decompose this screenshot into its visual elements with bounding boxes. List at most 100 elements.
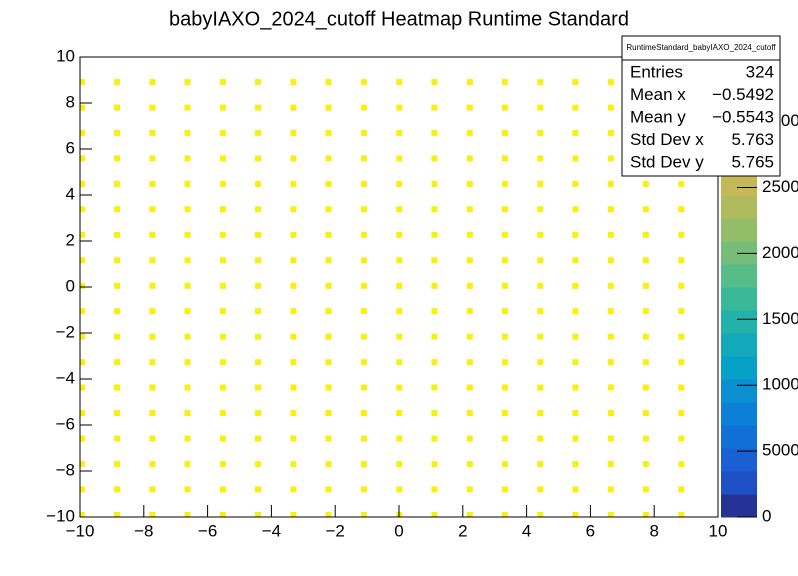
heat-cell bbox=[607, 359, 614, 366]
heat-cell bbox=[290, 308, 297, 315]
heat-cell bbox=[80, 231, 85, 238]
heat-cell bbox=[466, 104, 473, 111]
palette-band bbox=[721, 310, 757, 334]
heat-cell bbox=[678, 384, 685, 391]
x-tick-label: 6 bbox=[586, 521, 595, 540]
heat-cell bbox=[466, 129, 473, 136]
heat-cell bbox=[642, 206, 649, 213]
heat-cell bbox=[114, 206, 121, 213]
heat-cell bbox=[360, 257, 367, 264]
z-tick-label: 5000 bbox=[762, 441, 798, 460]
heat-cell bbox=[396, 79, 403, 86]
heat-cell bbox=[360, 359, 367, 366]
heat-cell bbox=[325, 384, 332, 391]
y-tick-label: −4 bbox=[56, 368, 75, 387]
heat-cell bbox=[80, 435, 85, 442]
heat-cell bbox=[572, 257, 579, 264]
heat-cell bbox=[501, 79, 508, 86]
heat-cell bbox=[80, 129, 85, 136]
palette-band bbox=[721, 356, 757, 380]
heat-cell bbox=[431, 308, 438, 315]
heat-cell bbox=[114, 410, 121, 417]
heat-cell bbox=[149, 155, 156, 162]
heat-cell bbox=[184, 435, 191, 442]
stats-value: 5.765 bbox=[731, 152, 774, 171]
stats-value: 5.763 bbox=[731, 130, 774, 149]
stats-label: Mean x bbox=[630, 85, 686, 104]
heat-cell bbox=[466, 308, 473, 315]
heat-cell bbox=[501, 435, 508, 442]
z-tick-label: 20000 bbox=[762, 243, 798, 262]
heat-cell bbox=[607, 129, 614, 136]
heat-cell bbox=[466, 231, 473, 238]
heat-cell bbox=[184, 461, 191, 468]
heat-cell bbox=[501, 257, 508, 264]
heat-cell bbox=[290, 155, 297, 162]
heat-cell bbox=[466, 511, 473, 517]
heat-cell bbox=[431, 461, 438, 468]
heat-cell bbox=[431, 410, 438, 417]
heat-cell bbox=[360, 410, 367, 417]
heat-cell bbox=[184, 308, 191, 315]
heat-cell bbox=[466, 79, 473, 86]
heat-cell bbox=[255, 282, 262, 289]
heat-cell bbox=[114, 231, 121, 238]
heat-cell bbox=[396, 384, 403, 391]
heat-cell bbox=[184, 180, 191, 187]
heat-cell bbox=[678, 435, 685, 442]
heat-cell bbox=[537, 282, 544, 289]
palette-band bbox=[721, 425, 757, 449]
heat-cell bbox=[114, 180, 121, 187]
heat-cell bbox=[396, 104, 403, 111]
heat-cell bbox=[537, 155, 544, 162]
heat-cell bbox=[80, 282, 85, 289]
stats-label: Mean y bbox=[630, 107, 686, 126]
heat-cell bbox=[114, 359, 121, 366]
heat-cell bbox=[219, 129, 226, 136]
plot-area bbox=[80, 79, 685, 517]
heat-cell bbox=[114, 333, 121, 340]
heat-cell bbox=[325, 206, 332, 213]
heat-cell bbox=[466, 435, 473, 442]
heat-cell bbox=[149, 333, 156, 340]
heat-cell bbox=[572, 461, 579, 468]
heat-cell bbox=[360, 511, 367, 517]
heat-cell bbox=[184, 79, 191, 86]
y-tick-label: 2 bbox=[66, 230, 75, 249]
heat-cell bbox=[290, 359, 297, 366]
heat-cell bbox=[501, 129, 508, 136]
y-tick-label: −2 bbox=[56, 322, 75, 341]
heat-cell bbox=[219, 231, 226, 238]
heat-cell bbox=[290, 511, 297, 517]
heat-cell bbox=[290, 231, 297, 238]
heat-cell bbox=[537, 511, 544, 517]
heat-cell bbox=[607, 435, 614, 442]
heat-cell bbox=[537, 486, 544, 493]
heat-cell bbox=[80, 359, 85, 366]
heat-cell bbox=[537, 333, 544, 340]
heat-cell bbox=[678, 308, 685, 315]
heat-cell bbox=[607, 206, 614, 213]
x-tick-label: −6 bbox=[198, 521, 217, 540]
heat-cell bbox=[607, 180, 614, 187]
y-tick-label: −8 bbox=[56, 460, 75, 479]
palette-band bbox=[721, 287, 757, 311]
heat-cell bbox=[255, 333, 262, 340]
heat-cell bbox=[537, 435, 544, 442]
heat-cell bbox=[537, 79, 544, 86]
heat-cell bbox=[360, 231, 367, 238]
heat-cell bbox=[290, 384, 297, 391]
heat-cell bbox=[466, 333, 473, 340]
heat-cell bbox=[607, 461, 614, 468]
heat-cell bbox=[80, 511, 85, 517]
heat-cell bbox=[360, 461, 367, 468]
heat-cell bbox=[431, 435, 438, 442]
heat-cell bbox=[255, 104, 262, 111]
heat-cell bbox=[678, 333, 685, 340]
heat-cell bbox=[466, 410, 473, 417]
heat-cell bbox=[431, 104, 438, 111]
heat-cell bbox=[290, 206, 297, 213]
heat-cell bbox=[537, 384, 544, 391]
heat-cell bbox=[642, 486, 649, 493]
heat-cell bbox=[325, 435, 332, 442]
